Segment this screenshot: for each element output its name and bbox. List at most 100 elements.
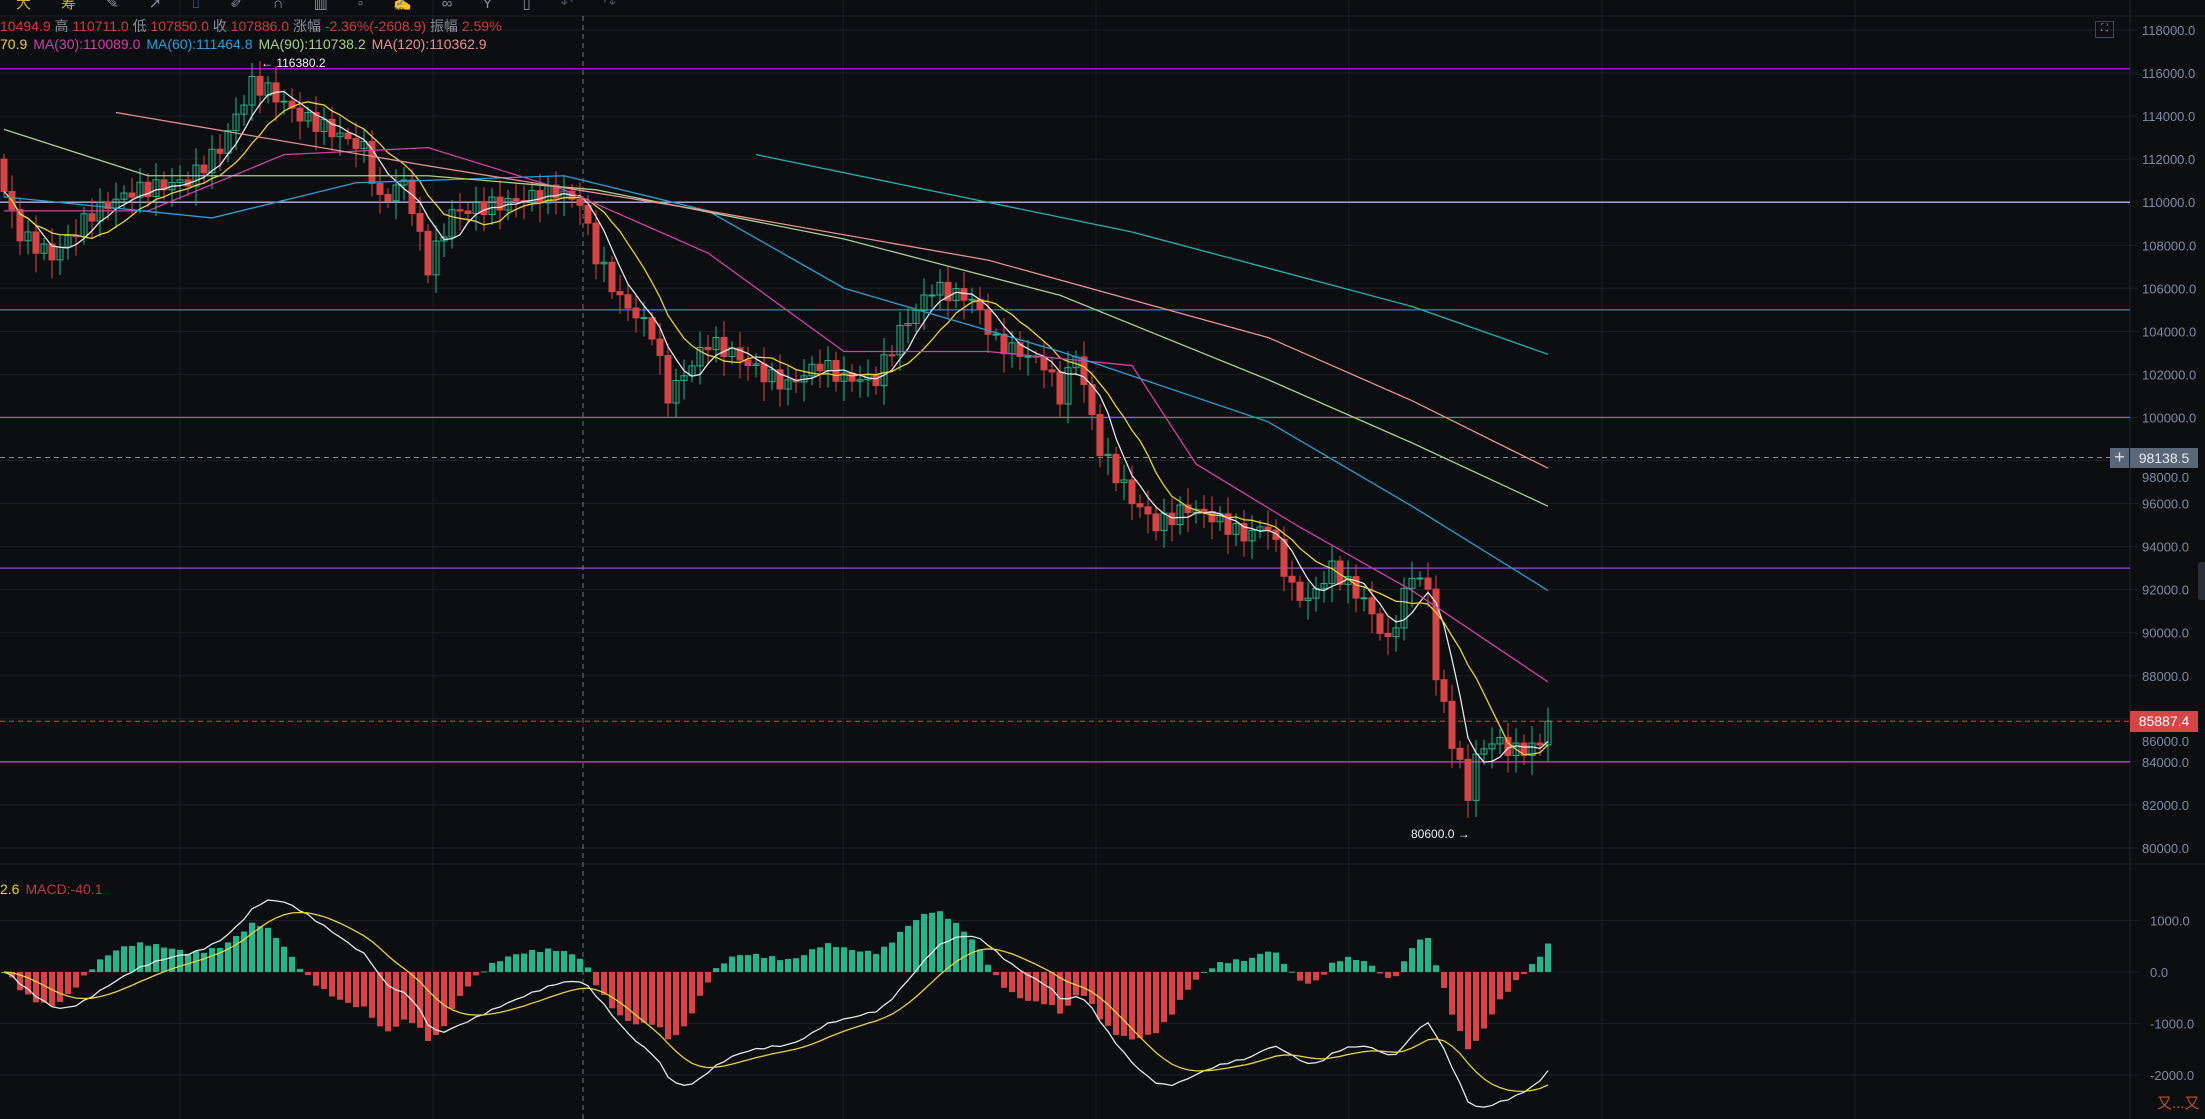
expand-icon[interactable]: ⛶ [2095,21,2114,38]
magnet-icon[interactable]: ∩ [272,0,284,12]
candle-body [1536,742,1544,746]
ma-legend-item-2: MA(60):111464.8 [146,36,253,52]
change-label: 涨幅 [292,18,321,34]
redo-icon[interactable]: ↷ [603,0,616,12]
add-alert-icon[interactable]: + [2110,448,2129,468]
macd-histogram-bar [961,931,967,972]
candle-body [784,379,792,390]
candle-body [312,112,320,132]
macd-histogram-bar [1161,972,1167,1023]
macd-histogram-bar [265,927,271,972]
ohlc-info: 10494.9 高 110711.0 低 107850.0 收 107886.0… [0,16,502,36]
candle-body [1496,737,1504,745]
side-panel-handle[interactable] [2198,562,2205,600]
macd-histogram-bar [361,972,367,1007]
candle-body [680,375,688,382]
candle-body [176,179,184,184]
macd-histogram-bar [801,955,807,972]
macd-histogram-bar [777,960,783,972]
candle-body [64,235,72,248]
candle-body [912,309,920,325]
macd-histogram-bar [609,972,615,1009]
toolbar-item-chou[interactable]: 筹 [61,0,77,12]
macd-histogram-bar [385,972,391,1032]
candle-body [1152,513,1160,532]
delete-icon[interactable]: ▯ [522,0,531,12]
macd-histogram-bar [1113,972,1119,1035]
candle-body [432,240,440,276]
candle-body [208,148,216,174]
pencil-icon[interactable]: ✐ [230,0,243,12]
macd-histogram-bar [41,972,47,1003]
candle-body [856,379,864,382]
watermark-logo: 又...又 [2157,1095,2200,1112]
link-icon[interactable]: ∞ [441,0,453,12]
macd-histogram-bar [369,972,375,1018]
macd-histogram-bar [993,972,999,976]
macd-histogram-bar [625,972,631,1022]
candle-body [968,298,976,301]
macd-histogram-bar [593,972,599,986]
macd-histogram-bar [585,967,591,972]
candle-body [1096,414,1104,457]
macd-histogram-bar [1153,972,1159,1034]
macd-histogram-bar [25,972,31,995]
macd-histogram-bar [1169,972,1175,1015]
candle-body [1528,742,1536,756]
edit-icon[interactable]: ✍ [393,0,412,12]
marker-icon[interactable]: ⌷ [191,0,201,12]
toolbar-item-da[interactable]: 大 [16,0,32,12]
macd-histogram-bar [665,972,671,1040]
macd-histogram-bar [209,948,215,972]
candle-body [808,363,816,377]
macd-histogram-bar [1073,972,1079,996]
drawing-toolbar: 大 筹 ✎ ↗ ⌷ ✐ ∩ ▥ ▫ ✍ ∞ Y ▯ ↶ ↷ [0,0,716,14]
undo-icon[interactable]: ↶ [560,0,574,12]
candle-body [816,363,824,372]
macd-histogram-bar [441,972,447,1027]
macd-histogram-bar [393,972,399,1027]
macd-histogram-bar [681,972,687,1027]
square-icon[interactable]: ▫ [357,0,364,12]
candle-body [368,140,376,184]
macd-histogram-bar [1041,972,1047,1005]
macd-histogram-bar [249,922,255,972]
price-tick-label: 116000.0 [2142,66,2195,81]
macd-histogram-bar [1001,972,1007,988]
macd-histogram-bar [201,952,207,972]
line-tool-icon[interactable]: ↗ [148,0,162,12]
candle-body [448,209,456,238]
macd-histogram-bar [1473,972,1479,1041]
candle-body [1392,627,1400,638]
macd-histogram-bar [281,946,287,972]
candle-body [1224,513,1232,535]
price-tick-label: 102000.0 [2142,367,2196,382]
macd-histogram-bar [865,950,871,972]
candle-body [1176,504,1184,526]
candle-body [416,213,424,232]
candle-body [464,210,472,215]
macd-histogram-bar [57,972,63,1002]
macd-histogram-bar [1249,957,1255,972]
candle-body [1048,369,1056,373]
macd-histogram-bar [473,972,479,976]
note-icon[interactable]: ✎ [106,0,119,12]
candle-body [32,231,40,254]
macd-histogram-bar [353,972,359,1008]
bars-icon[interactable]: ▥ [313,0,328,12]
candle-body [160,179,168,191]
candle-body [424,230,432,276]
macd-histogram-bar [401,972,407,1020]
macd-histogram-bar [1289,971,1295,973]
candle-body [1064,367,1072,405]
macd-histogram-bar [1401,961,1407,972]
candle-body [576,198,584,206]
macd-histogram-bar [345,972,351,1003]
macd-histogram-bar [273,937,279,972]
macd-histogram-bar [1465,972,1471,1050]
fork-icon[interactable]: Y [482,0,493,12]
candle-body [1512,742,1520,756]
macd-histogram-bar [969,939,975,972]
candle-body [352,138,360,150]
